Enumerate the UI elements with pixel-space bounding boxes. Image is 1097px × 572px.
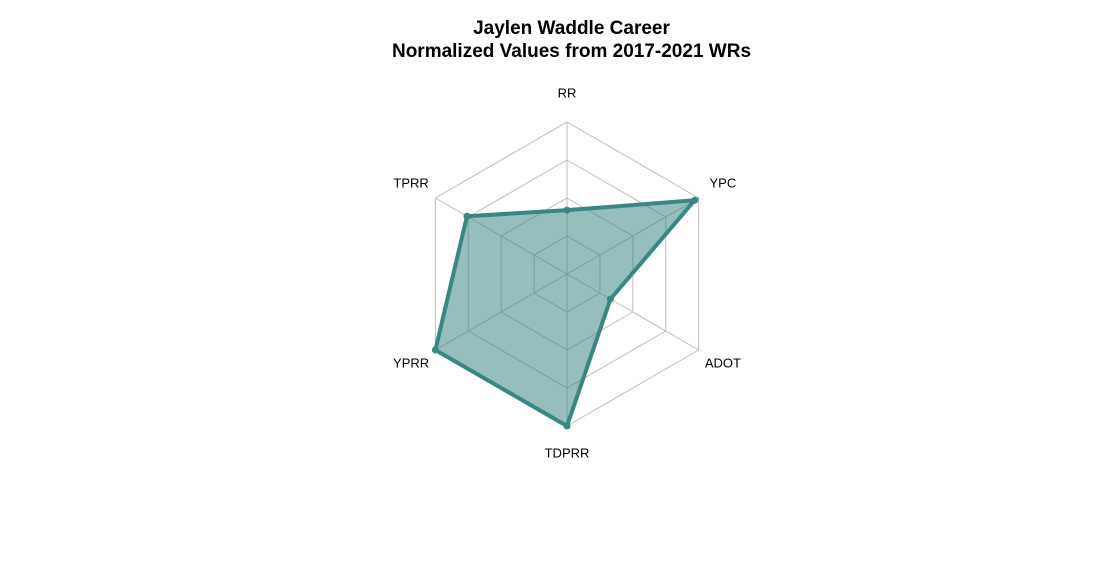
- data-point-ypc: [691, 196, 699, 204]
- axis-label-tdprr: TDPRR: [545, 445, 590, 460]
- data-point-rr: [563, 206, 571, 214]
- series-area-0: [433, 197, 700, 429]
- data-point-yprr: [431, 346, 439, 354]
- data-point-tdprr: [563, 422, 571, 430]
- axis-label-tprr: TPRR: [393, 175, 428, 190]
- chart-title: Jaylen Waddle Career: [473, 18, 670, 39]
- data-point-tprr: [463, 212, 471, 220]
- axis-label-yprr: YPRR: [393, 355, 429, 370]
- axis-label-adot: ADOT: [705, 355, 741, 370]
- data-point-adot: [606, 295, 614, 303]
- chart-subtitle: Normalized Values from 2017-2021 WRs: [391, 41, 752, 62]
- axis-label-ypc: YPC: [710, 175, 737, 190]
- axis-label-rr: RR: [558, 85, 577, 100]
